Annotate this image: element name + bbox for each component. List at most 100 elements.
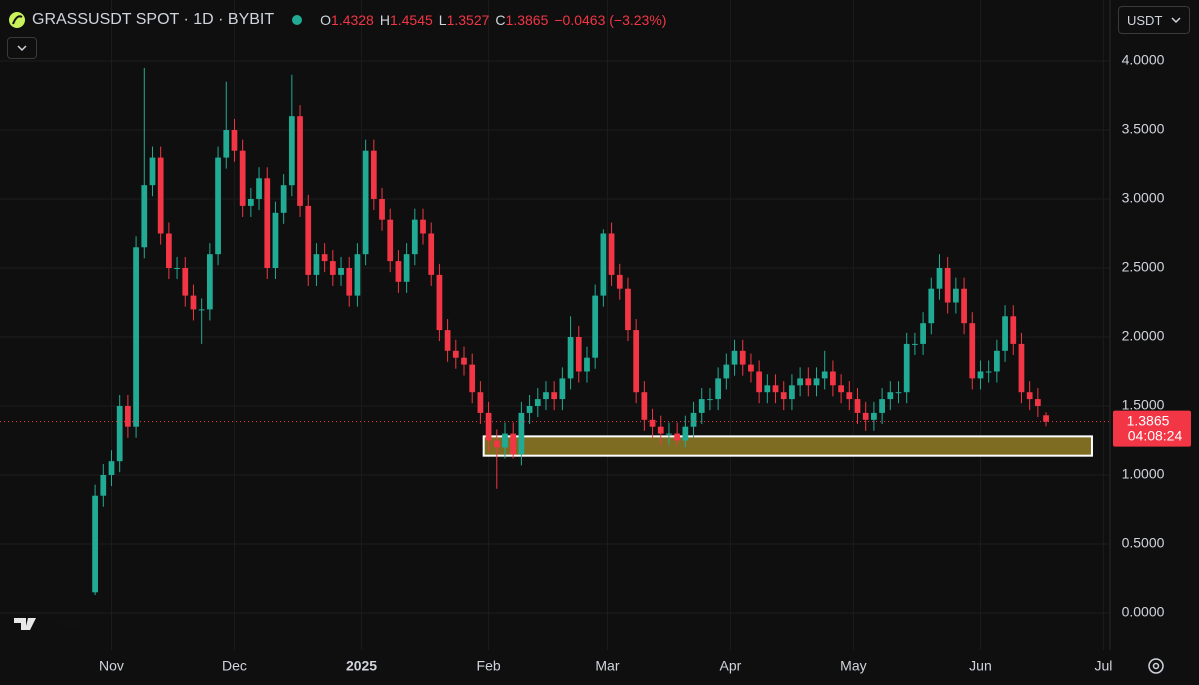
candle-body: [485, 412, 492, 441]
candle-body: [403, 254, 410, 282]
h-label: H: [379, 12, 390, 28]
candle-body: [682, 426, 689, 441]
candle-body: [354, 254, 361, 296]
candle-body: [641, 392, 648, 420]
candle-body: [780, 392, 787, 400]
o-label: O: [320, 12, 332, 28]
x-tick-label: Jun: [969, 658, 992, 674]
candle-body: [920, 323, 926, 344]
candle-body: [600, 233, 607, 296]
candle-body: [813, 378, 820, 386]
candle-body: [157, 157, 164, 234]
plot: 0.0000 0.5000 1.0000 1.5000 2.0000 2.5000 3.00…: [0, 52, 1191, 674]
y-tick-label: 2.0000: [1122, 328, 1165, 344]
candle-body: [674, 433, 681, 441]
candle-body: [452, 350, 459, 358]
last-price-box: [1113, 410, 1191, 447]
candle-body: [961, 288, 967, 324]
currency: USDT: [1127, 12, 1163, 28]
candle-body: [108, 461, 115, 476]
candle-body: [575, 336, 582, 372]
candle-body: [830, 371, 836, 386]
currency-select[interactable]: USDT: [1118, 6, 1190, 34]
candle-body: [1002, 316, 1008, 351]
candle-body: [625, 288, 631, 331]
candle-body: [846, 392, 853, 400]
candle-body: [657, 426, 664, 434]
candle-body: [239, 150, 246, 206]
candle-body: [223, 129, 230, 158]
candle-body: [469, 364, 476, 393]
candle-body: [895, 392, 902, 394]
candle-body: [862, 412, 869, 420]
candle-body: [912, 343, 918, 345]
candle-body: [387, 219, 394, 262]
candle-body: [116, 406, 123, 462]
candle-body: [362, 150, 369, 255]
c-value: 1.3865: [505, 12, 549, 28]
x-tick-label: Apr: [720, 658, 742, 674]
grid: [0, 0, 1110, 650]
candle-body: [297, 116, 303, 206]
candle-body: [748, 364, 754, 372]
candle-body: [502, 433, 508, 448]
candle-body: [493, 440, 500, 448]
candle-body: [370, 150, 377, 199]
candle-body: [231, 129, 238, 151]
collapse-button[interactable]: [7, 37, 37, 59]
countdown: 04:08:24: [1128, 427, 1183, 443]
candle-body: [346, 267, 353, 296]
candle-body: [288, 116, 295, 186]
candle-body: [739, 350, 746, 365]
candle-body: [1043, 415, 1049, 422]
y-tick-label: 2.5000: [1122, 259, 1165, 275]
candle-body: [551, 392, 558, 400]
candle-body: [190, 295, 197, 310]
y-tick-label: 0.0000: [1122, 604, 1165, 620]
candle-body: [1018, 343, 1025, 393]
candle-body: [977, 371, 984, 379]
candle-body: [510, 433, 517, 455]
change: −0.0463 (−3.23%): [554, 12, 667, 28]
symbol-icon: [9, 12, 25, 28]
candle-body: [256, 178, 262, 199]
candle-body: [707, 399, 713, 401]
watermark: PRO: [56, 619, 80, 631]
candle-body: [125, 406, 131, 427]
y-tick-label: 1.5000: [1122, 397, 1165, 413]
candle-body: [198, 309, 205, 311]
y-tick-label: 3.5000: [1122, 121, 1165, 137]
candle-body: [584, 357, 590, 372]
candle-body: [936, 267, 943, 289]
candle-body: [985, 371, 992, 373]
legend: GRASSUSDT SPOT · 1D · BYBIT O1.4328 H1.4…: [8, 8, 666, 32]
y-tick-label: 3.0000: [1122, 190, 1165, 206]
candle-body: [838, 385, 844, 393]
candle-body: [543, 392, 549, 400]
candle-body: [215, 157, 221, 255]
candle-body: [141, 185, 148, 248]
candle-body: [567, 336, 574, 379]
candle-body: [264, 178, 271, 268]
candle-body: [272, 212, 279, 268]
candle-body: [411, 219, 418, 255]
candle-body: [559, 378, 566, 400]
candle-body: [395, 261, 402, 282]
candle-body: [871, 412, 877, 420]
x-tick-label: Dec: [222, 658, 247, 674]
status-dot: [292, 15, 303, 25]
candle-body: [731, 350, 738, 365]
candle-body: [100, 475, 107, 496]
candle-body: [772, 385, 779, 393]
candle-body: [1026, 392, 1033, 400]
candle-body: [666, 433, 672, 435]
candle-body: [690, 412, 697, 427]
candle-body: [477, 392, 484, 413]
settings-icon[interactable]: [1148, 658, 1164, 674]
candle-body: [534, 399, 541, 406]
candle-body: [944, 267, 951, 303]
candle-body: [166, 233, 172, 268]
candle-body: [592, 295, 599, 358]
candle-body: [797, 378, 803, 386]
